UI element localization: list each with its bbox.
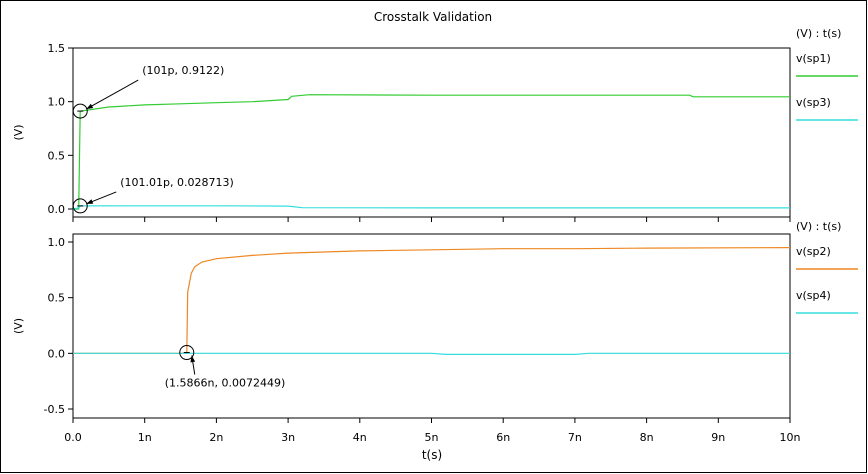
y-tick-label: 0.0 bbox=[48, 347, 66, 360]
marker-circle[interactable] bbox=[72, 198, 88, 214]
bottom-panel: (V) -0.5 0.0 0.5 1.0 0.0 1n 2n 3n 4n 5n 6n 7n 8n 9n 10n… bbox=[12, 220, 858, 444]
x-tick-label: 7n bbox=[568, 431, 582, 444]
x-axis-label: t(s) bbox=[422, 448, 442, 462]
x-tick-label: 8n bbox=[640, 431, 654, 444]
y-tick-label: 1.5 bbox=[48, 42, 66, 55]
annotation-arrowhead bbox=[190, 355, 196, 363]
x-tick-label: 5n bbox=[425, 431, 439, 444]
top-panel: (V) 0.0 0.5 1.0 1.5 (V) : t(s) v(sp1) v(sp3) (10… bbox=[12, 27, 858, 222]
annotation-arrow bbox=[85, 79, 139, 110]
x-tick-label: 9n bbox=[711, 431, 725, 444]
y-axis-label-1: (V) bbox=[12, 318, 25, 334]
legend-entry-vsp4[interactable]: v(sp4) bbox=[796, 289, 831, 302]
legend-entry-vsp2[interactable]: v(sp2) bbox=[796, 245, 831, 258]
x-tick-label: 0.0 bbox=[64, 431, 82, 444]
marker-circle[interactable] bbox=[72, 103, 88, 119]
legend-header-1: (V) : t(s) bbox=[796, 220, 841, 233]
y-tick-label: 0.5 bbox=[48, 292, 66, 305]
series-line-vsp2 bbox=[73, 247, 791, 354]
x-tick-label: 3n bbox=[281, 431, 295, 444]
series-line-vsp3 bbox=[72, 205, 790, 210]
series-line-vsp4 bbox=[73, 352, 790, 355]
x-tick-label: 6n bbox=[496, 431, 510, 444]
x-tick-label: 10n bbox=[780, 431, 801, 444]
y-tick-label: -0.5 bbox=[44, 403, 65, 416]
y-tick-label: 1.0 bbox=[48, 236, 66, 249]
series-line-vsp1 bbox=[73, 94, 790, 210]
legend-entry-vsp3[interactable]: v(sp3) bbox=[796, 96, 831, 109]
x-tick-label: 1n bbox=[138, 431, 152, 444]
chart-title: Crosstalk Validation bbox=[374, 10, 492, 24]
legend-entry-vsp1[interactable]: v(sp1) bbox=[796, 52, 831, 65]
y-tick-label: 0.0 bbox=[48, 203, 66, 216]
annotation-label: (101.01p, 0.028713) bbox=[120, 176, 234, 189]
annotation-arrowhead bbox=[86, 199, 94, 204]
x-tick-label: 4n bbox=[353, 431, 367, 444]
legend-header-0: (V) : t(s) bbox=[796, 27, 841, 40]
annotation-label: (101p, 0.9122) bbox=[142, 64, 224, 77]
marker-circle[interactable] bbox=[179, 345, 195, 361]
y-axis-label-0: (V) bbox=[12, 124, 25, 140]
annotation-arrowhead bbox=[86, 103, 94, 110]
y-tick-label: 0.5 bbox=[48, 149, 66, 162]
x-tick-label: 2n bbox=[209, 431, 223, 444]
y-tick-label: 1.0 bbox=[48, 96, 66, 109]
annotation-label: (1.5866n, 0.0072449) bbox=[165, 377, 286, 390]
